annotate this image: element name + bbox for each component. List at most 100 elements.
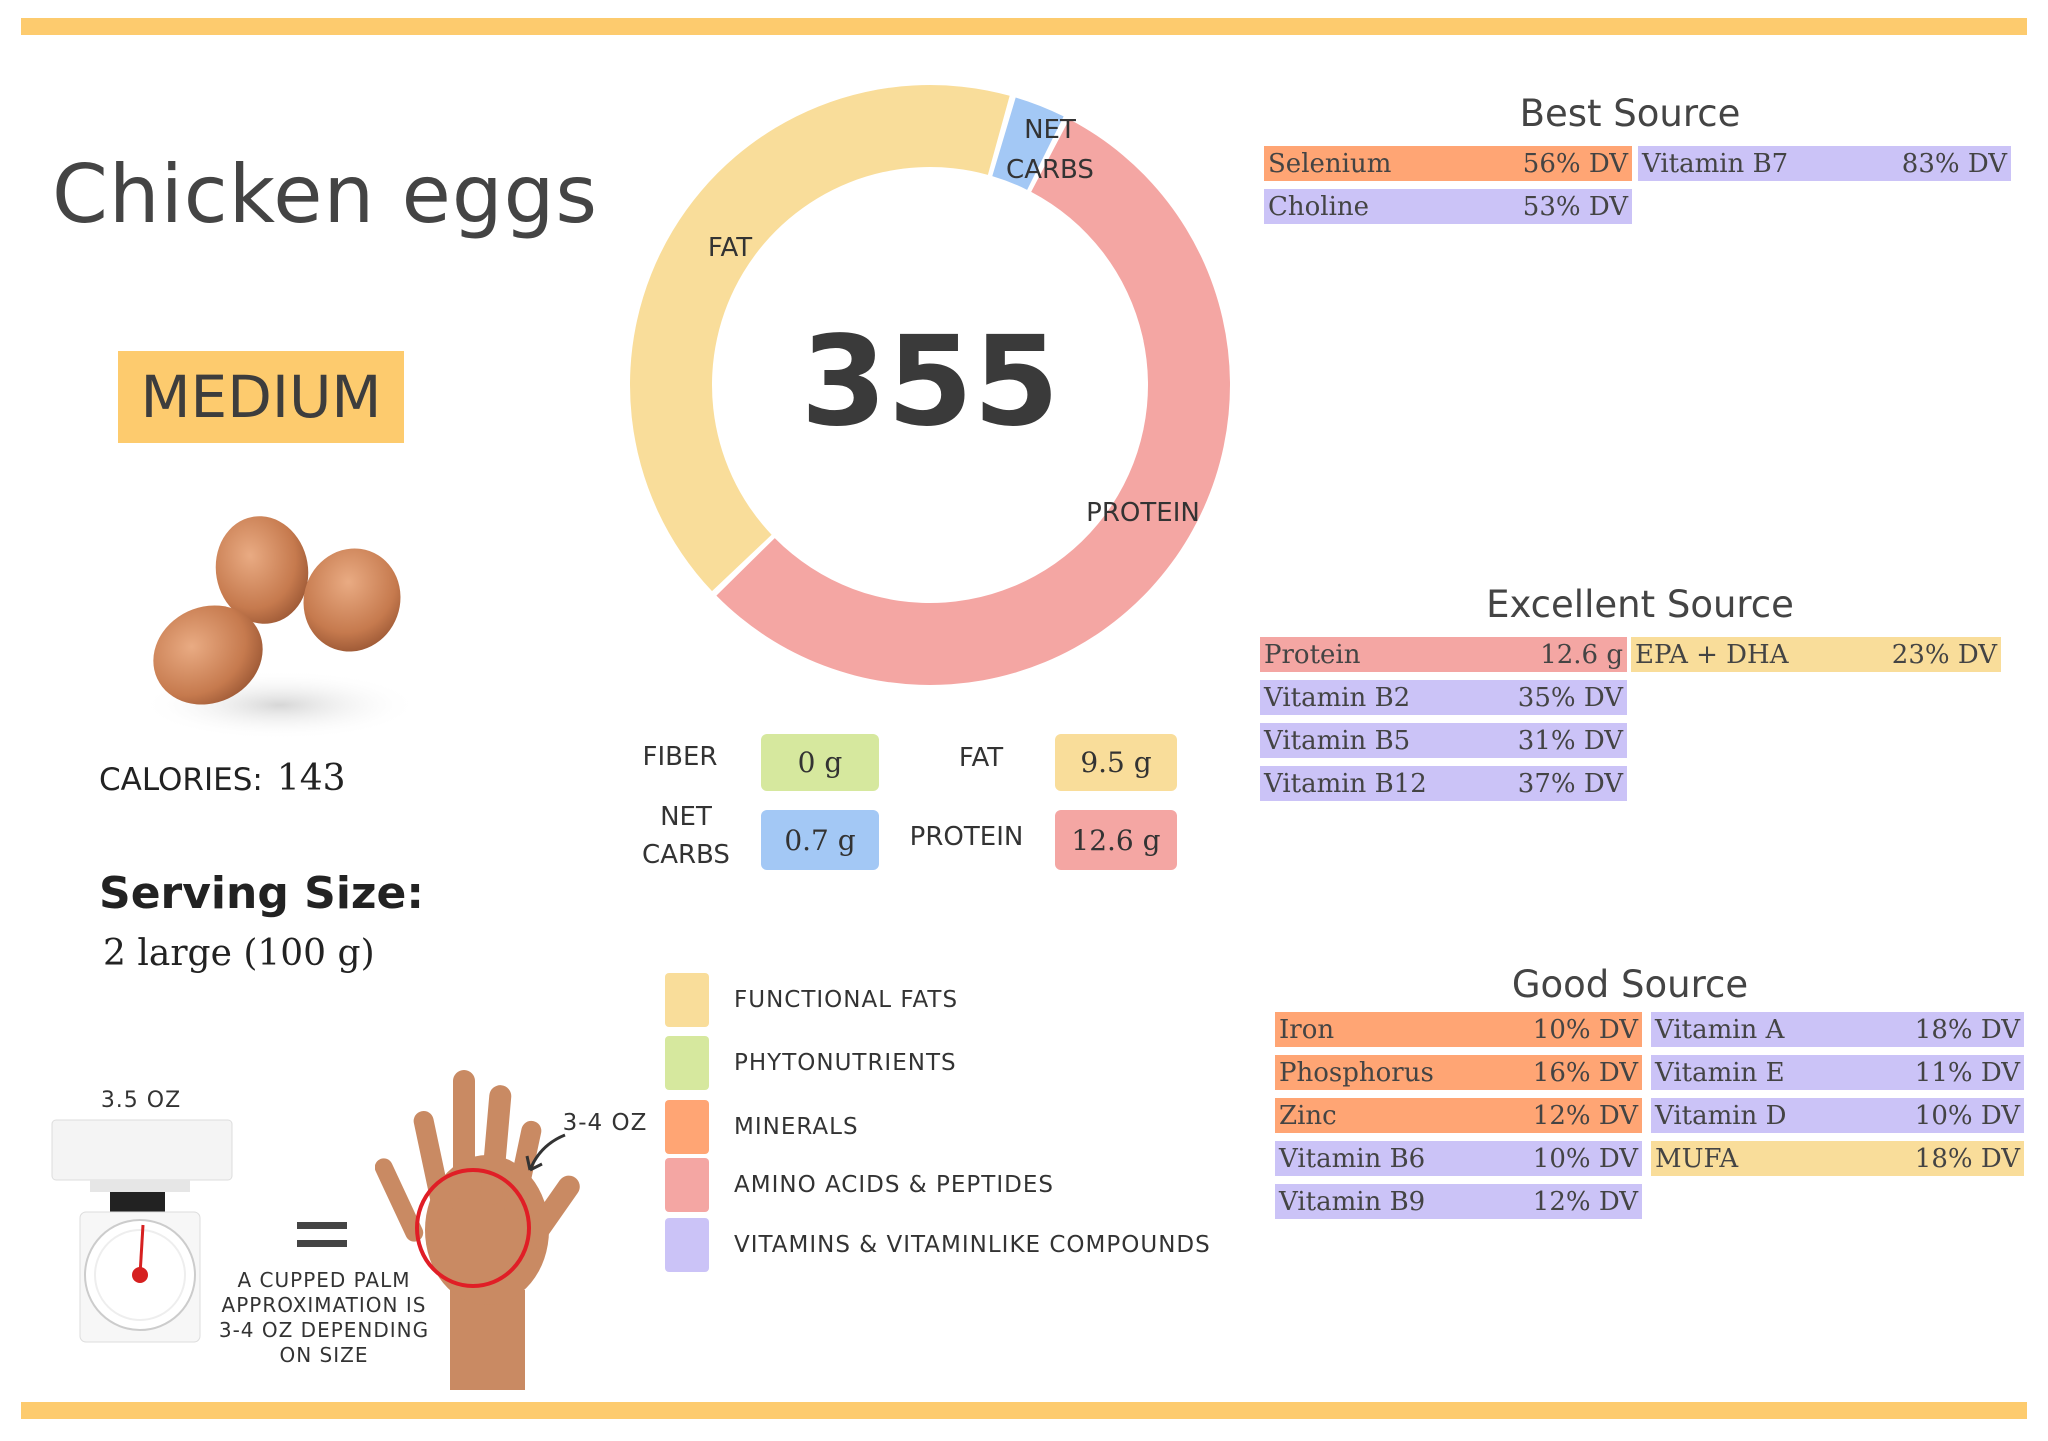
top-accent-bar [21, 18, 2027, 35]
eggs-image [140, 516, 420, 740]
serving-size-label: Serving Size: [99, 868, 424, 919]
nutrient-value: 53% DV [1522, 191, 1628, 222]
caption-line: APPROXIMATION IS [221, 1293, 427, 1317]
legend-swatch [665, 1158, 709, 1212]
nutrient-row: Phosphorus 16% DV [1275, 1055, 1642, 1090]
protein-value: 12.6 g [1055, 810, 1177, 870]
equals-sign-bottom [297, 1240, 347, 1247]
nutrient-value: 10% DV [1532, 1014, 1638, 1045]
nutrient-value: 18% DV [1914, 1143, 2020, 1174]
nutrient-name: Vitamin E [1655, 1057, 1785, 1088]
nutrient-row: Vitamin D 10% DV [1651, 1098, 2024, 1133]
nutrient-value: 10% DV [1532, 1143, 1638, 1174]
nutrient-name: Vitamin B9 [1279, 1186, 1426, 1217]
kitchen-scale-image [51, 1119, 233, 1343]
nutrient-value: 23% DV [1891, 639, 1997, 670]
net-carbs-value: 0.7 g [761, 810, 879, 870]
size-badge: MEDIUM [118, 351, 404, 443]
legend-label: AMINO ACIDS & PEPTIDES [734, 1172, 1054, 1198]
calories-value: 143 [276, 758, 346, 799]
nutrient-value: 12.6 g [1540, 639, 1623, 670]
legend-label: PHYTONUTRIENTS [734, 1050, 957, 1076]
nutrient-row: Vitamin A 18% DV [1651, 1012, 2024, 1047]
net-label: NET [660, 802, 712, 832]
legend-label: FUNCTIONAL FATS [734, 987, 959, 1013]
fat-value: 9.5 g [1055, 734, 1177, 791]
nutrient-value: 83% DV [1901, 148, 2007, 179]
serving-size-value: 2 large (100 g) [103, 933, 375, 974]
hand-label: 3-4 OZ [562, 1110, 648, 1136]
donut-segment-protein [716, 119, 1230, 685]
nutrient-row: Selenium 56% DV [1264, 146, 1632, 181]
nutrient-name: Vitamin B2 [1264, 682, 1411, 713]
nutrient-name: Selenium [1268, 148, 1392, 179]
nutrient-name: Phosphorus [1279, 1057, 1434, 1088]
good-source-title: Good Source [1511, 963, 1749, 1006]
palm-circle [415, 1168, 531, 1288]
legend-label: MINERALS [734, 1114, 859, 1140]
page-title: Chicken eggs [52, 148, 599, 241]
nutrient-name: Vitamin B7 [1642, 148, 1789, 179]
scale-label: 3.5 OZ [100, 1088, 182, 1113]
nutrient-row: Vitamin B7 83% DV [1638, 146, 2011, 181]
best-source-title: Best Source [1519, 92, 1741, 135]
net-carbs-label: NET CARBS [626, 798, 746, 874]
nutrient-value: 16% DV [1532, 1057, 1638, 1088]
nutrient-name: Zinc [1279, 1100, 1337, 1131]
nutrient-row: Vitamin B6 10% DV [1275, 1141, 1642, 1176]
nutrient-name: Vitamin B6 [1279, 1143, 1426, 1174]
nutrient-value: 35% DV [1517, 682, 1623, 713]
nutrient-name: Vitamin D [1655, 1100, 1787, 1131]
nutrient-row: Protein 12.6 g [1260, 637, 1627, 672]
nutrient-name: Choline [1268, 191, 1370, 222]
nutrient-name: Vitamin B5 [1264, 725, 1411, 756]
nutrient-row: Vitamin B5 31% DV [1260, 723, 1627, 758]
caption-line: 3-4 OZ DEPENDING [218, 1318, 430, 1342]
nutrient-row: MUFA 18% DV [1651, 1141, 2024, 1176]
legend-swatch [665, 1218, 709, 1272]
nutrient-row: EPA + DHA 23% DV [1631, 637, 2001, 672]
donut-label-protein: PROTEIN [1086, 498, 1200, 528]
nutrient-name: Protein [1264, 639, 1361, 670]
nutrient-row: Vitamin B9 12% DV [1275, 1184, 1642, 1219]
nutrient-name: Iron [1279, 1014, 1335, 1045]
nutrient-row: Vitamin B2 35% DV [1260, 680, 1627, 715]
hand-image [375, 1070, 580, 1390]
nutrient-value: 18% DV [1914, 1014, 2020, 1045]
nutrient-value: 10% DV [1914, 1100, 2020, 1131]
carbs-label: CARBS [642, 840, 730, 870]
nutrient-value: 37% DV [1517, 768, 1623, 799]
donut-label-fat: FAT [707, 233, 753, 263]
nutrient-name: Vitamin A [1655, 1014, 1785, 1045]
macro-donut-chart [629, 84, 1230, 685]
nutrient-value: 12% DV [1532, 1186, 1638, 1217]
donut-segment-fat [629, 84, 1010, 592]
donut-center-label: 355 [800, 310, 1060, 454]
nutrient-value: 31% DV [1517, 725, 1623, 756]
calories-label: CALORIES: [99, 762, 263, 798]
donut-label-carbs: CARBS [1006, 155, 1094, 185]
caption-line: ON SIZE [279, 1343, 369, 1367]
nutrient-value: 56% DV [1522, 148, 1628, 179]
arrow-icon [525, 1133, 566, 1172]
legend-swatch [665, 1100, 709, 1154]
caption-line: A CUPPED PALM [237, 1268, 411, 1292]
nutrient-value: 12% DV [1532, 1100, 1638, 1131]
legend-swatch [665, 1036, 709, 1090]
excellent-source-title: Excellent Source [1486, 583, 1794, 626]
nutrient-name: MUFA [1655, 1143, 1739, 1174]
legend-label: VITAMINS & VITAMINLIKE COMPOUNDS [734, 1232, 1211, 1258]
equals-sign-top [297, 1222, 347, 1229]
nutrient-row: Iron 10% DV [1275, 1012, 1642, 1047]
donut-label-net: NET [1024, 115, 1076, 145]
legend-swatch [665, 973, 709, 1027]
nutrient-value: 11% DV [1914, 1057, 2020, 1088]
nutrient-row: Vitamin E 11% DV [1651, 1055, 2024, 1090]
fiber-label: FIBER [642, 742, 718, 772]
protein-label: PROTEIN [909, 822, 1024, 852]
fat-label: FAT [958, 743, 1004, 773]
nutrient-name: Vitamin B12 [1264, 768, 1427, 799]
calories: CALORIES: 143 [99, 758, 346, 799]
nutrient-name: EPA + DHA [1635, 639, 1789, 670]
